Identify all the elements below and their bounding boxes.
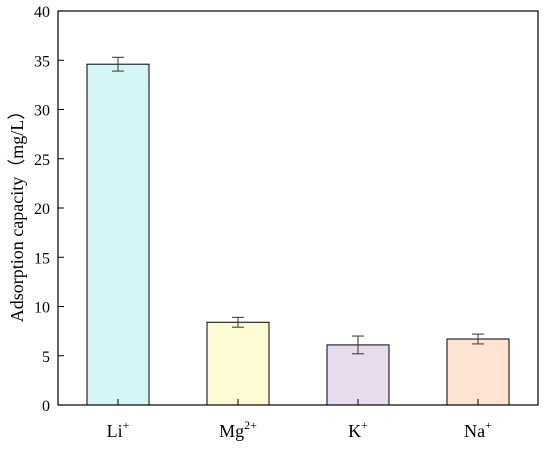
bar <box>206 321 270 406</box>
x-tick-label: K+ <box>348 418 368 441</box>
plot-area: 0 5 10 15 20 25 30 35 40 Li+ Mg2+ K+ Na+ <box>34 4 539 441</box>
y-tick-label: 5 <box>42 349 50 366</box>
y-tick-label: 40 <box>34 4 50 21</box>
y-axis-title: Adsorption capacity（mg/L） <box>7 102 27 322</box>
plot-frame <box>57 10 539 406</box>
y-tick-label: 25 <box>34 152 50 169</box>
y-tick-label: 35 <box>34 53 50 70</box>
x-tick-label: Mg2+ <box>219 418 257 441</box>
x-tick-label: Na+ <box>464 418 492 441</box>
y-tick-label: 30 <box>34 103 50 120</box>
x-tick-label: Li+ <box>107 418 130 441</box>
y-tick-label: 15 <box>34 250 50 267</box>
y-tick-label: 20 <box>34 201 50 218</box>
bar <box>86 63 150 406</box>
bar <box>326 344 390 406</box>
bar <box>446 338 510 406</box>
y-tick-label: 0 <box>42 398 50 415</box>
y-tick-label: 10 <box>34 300 50 317</box>
